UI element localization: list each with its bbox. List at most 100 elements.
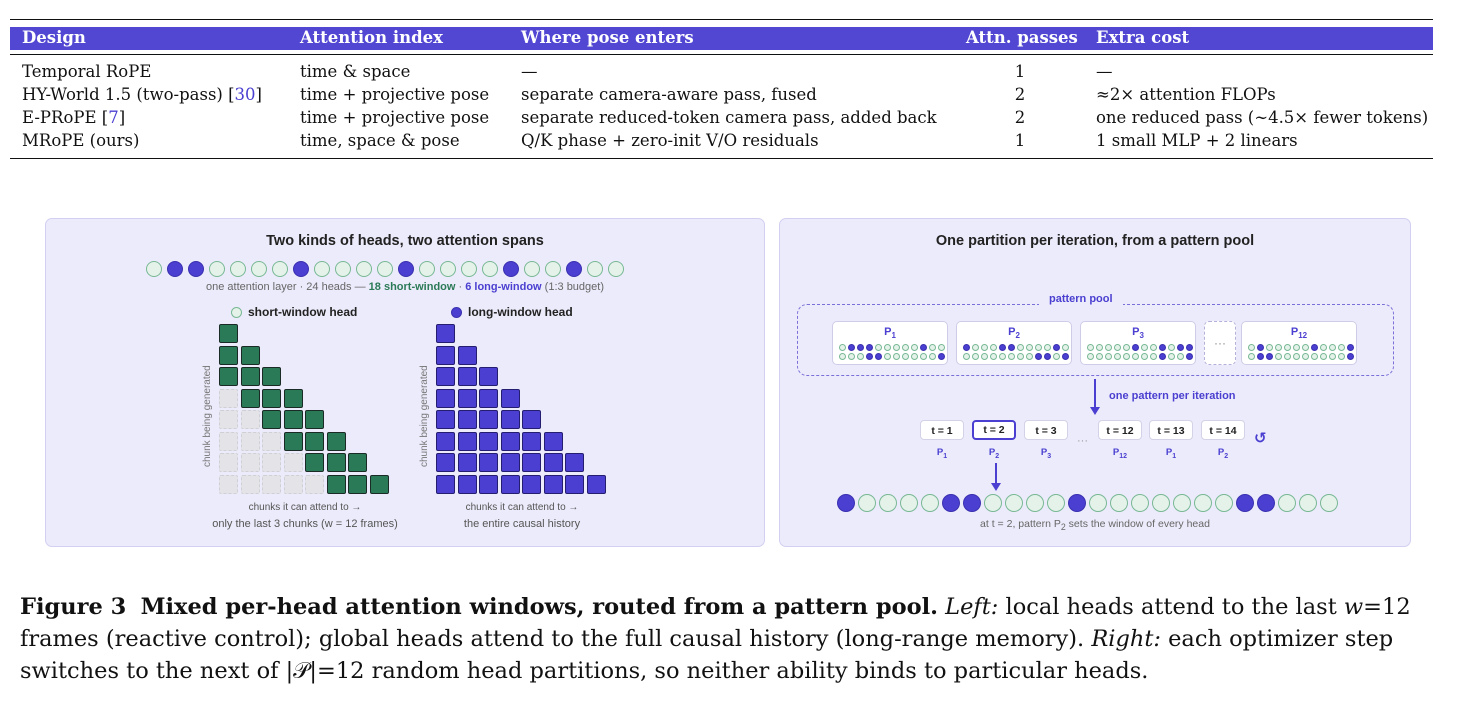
attended-chunk <box>457 367 477 386</box>
long-window-head <box>293 261 309 277</box>
pattern-card: P3 <box>1080 321 1196 365</box>
short-window-head <box>482 261 498 277</box>
heads-subtitle: one attention layer · 24 heads — 18 shor… <box>206 281 604 293</box>
long-window-head <box>1236 494 1254 512</box>
attended-chunk <box>543 431 563 451</box>
short-window-head <box>857 353 864 360</box>
short-window-head <box>972 344 979 351</box>
long-window-head <box>866 353 873 360</box>
long-window-head <box>1177 344 1184 351</box>
short-window-head <box>990 353 997 360</box>
timeline-step: t = 12 <box>1098 420 1142 440</box>
attended-chunk <box>240 388 260 408</box>
short-window-head <box>984 494 1002 512</box>
attended-chunk <box>262 410 281 429</box>
attended-chunk <box>522 431 541 451</box>
pattern-mini-row <box>1248 353 1354 360</box>
long-window-head <box>1008 344 1015 351</box>
attended-chunk <box>262 388 281 408</box>
long-window-head <box>1186 353 1193 360</box>
long-window-head <box>1266 353 1273 360</box>
short-window-head <box>1132 353 1139 360</box>
attended-chunk <box>500 453 520 472</box>
timeline-step: t = 13 <box>1149 420 1193 440</box>
comparison-table: Design Attention index Where pose enters… <box>10 19 1433 159</box>
short-window-head <box>893 353 900 360</box>
short-window-head <box>1123 353 1130 360</box>
short-window-head <box>1026 494 1044 512</box>
timeline-pattern: P2 <box>988 447 1000 460</box>
more-patterns-ellipsis: ··· <box>1204 321 1236 365</box>
cell-attention: time + projective pose <box>300 108 490 127</box>
attended-chunk <box>543 474 563 494</box>
short-window-head <box>1026 353 1033 360</box>
pattern-mini-row <box>1087 353 1193 360</box>
pattern-mini-row <box>963 344 1069 351</box>
short-window-head <box>902 344 909 351</box>
short-window-head <box>1284 353 1291 360</box>
long-window-head <box>1257 353 1264 360</box>
long-window-head <box>1159 353 1166 360</box>
attended-chunk <box>436 324 455 343</box>
short-window-head <box>1275 353 1282 360</box>
cell-attention: time + projective pose <box>300 85 490 104</box>
short-window-head <box>1053 353 1060 360</box>
long-window-head <box>1257 494 1275 512</box>
short-window-head <box>545 261 561 277</box>
table-header-row: Design Attention index Where pose enters… <box>10 27 1433 50</box>
short-window-head <box>1141 353 1148 360</box>
short-window-head <box>921 494 939 512</box>
short-window-head <box>1114 344 1121 351</box>
attended-chunk <box>479 388 498 408</box>
attended-chunk <box>219 345 238 365</box>
citation-link[interactable]: 7 <box>108 108 119 127</box>
attended-chunk <box>305 453 324 472</box>
long-grid-x-label: chunks it can attend to → <box>465 502 579 513</box>
timeline-step-active: t = 2 <box>972 420 1016 440</box>
short-window-head <box>587 261 603 277</box>
col-header-cost: Extra cost <box>1096 28 1190 47</box>
attended-chunk <box>305 410 324 429</box>
attended-chunk <box>522 410 541 429</box>
long-window-head <box>875 353 882 360</box>
pattern-mini-row <box>839 353 945 360</box>
short-window-head <box>440 261 456 277</box>
pattern-mini-row <box>1248 344 1354 351</box>
col-header-pose: Where pose enters <box>521 28 694 47</box>
citation-link[interactable]: 30 <box>234 85 256 104</box>
attended-chunk <box>565 474 584 494</box>
short-window-head <box>1096 353 1103 360</box>
cell-attention: time, space & pose <box>300 131 460 150</box>
cell-design: Temporal RoPE <box>22 62 152 81</box>
pattern-card: P2 <box>956 321 1072 365</box>
short-window-head <box>419 261 435 277</box>
short-window-head <box>377 261 393 277</box>
masked-chunk <box>283 474 303 494</box>
cell-pose: — <box>521 62 538 81</box>
attended-chunk <box>457 388 477 408</box>
table-row: E-PRoPE [7] time + projective pose separ… <box>10 108 1433 130</box>
long-window-head <box>942 494 960 512</box>
attended-chunk <box>348 474 367 494</box>
short-window-head <box>1131 494 1149 512</box>
attended-chunk <box>457 431 477 451</box>
short-window-dot-icon <box>231 306 242 318</box>
cell-attention: time & space <box>300 62 411 81</box>
long-window-head <box>1311 344 1318 351</box>
timeline-pattern: P3 <box>1040 447 1052 460</box>
long-window-head <box>1044 353 1051 360</box>
masked-chunk <box>262 453 281 472</box>
short-window-head <box>1114 353 1121 360</box>
timeline-step: t = 1 <box>920 420 964 440</box>
short-window-head <box>1089 494 1107 512</box>
short-window-head <box>1173 494 1191 512</box>
short-window-head <box>1105 353 1112 360</box>
short-window-head <box>1087 344 1094 351</box>
long-window-dot-icon <box>451 306 462 318</box>
short-window-head <box>1150 353 1157 360</box>
masked-chunk <box>240 410 260 429</box>
table-row: Temporal RoPE time & space — 1 — <box>10 62 1433 84</box>
long-window-head <box>837 494 855 512</box>
cell-pose: separate camera-aware pass, fused <box>521 85 817 104</box>
long-window-head <box>857 344 864 351</box>
